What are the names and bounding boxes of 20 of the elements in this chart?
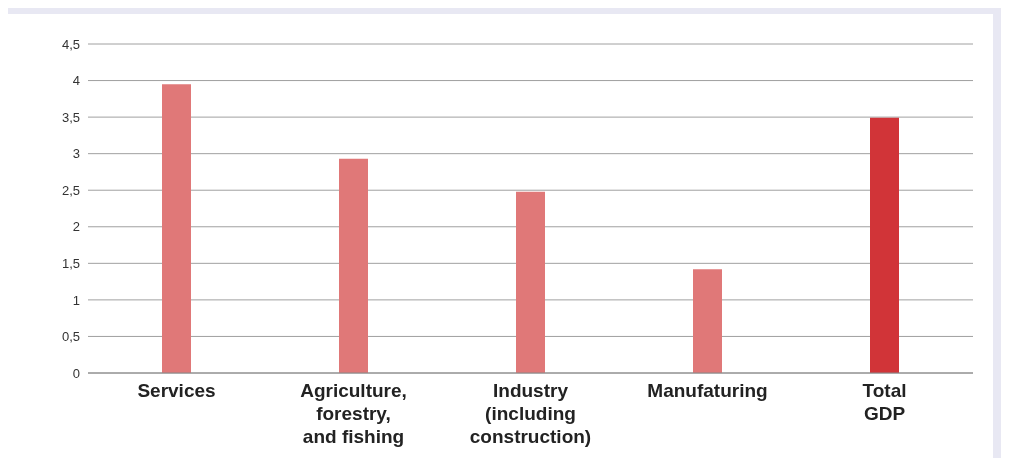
x-tick-label: Industry (including construction): [469, 380, 592, 447]
y-tick-label: 0,5: [61, 329, 80, 345]
x-tick-label: Services: [137, 380, 216, 401]
y-tick-label: 3: [72, 146, 80, 162]
bar: [516, 191, 545, 373]
y-tick-label: 4: [72, 73, 80, 89]
bar: [870, 117, 899, 373]
y-tick-label: 4,5: [61, 36, 80, 52]
y-tick-label: 3,5: [61, 109, 80, 125]
x-tick-label: Total GDP: [862, 380, 907, 424]
bar: [693, 269, 722, 373]
y-tick-label: 1: [72, 292, 80, 308]
bar: [339, 158, 368, 373]
y-tick-label: 1,5: [61, 255, 80, 271]
x-tick-label: Agriculture, forestry, and fishing: [300, 380, 407, 447]
y-tick-label: 2,5: [61, 182, 80, 198]
bar: [162, 84, 191, 373]
x-tick-label: Manufaturing: [647, 380, 768, 401]
y-tick-label: 0: [72, 365, 80, 381]
y-tick-label: 2: [72, 219, 80, 235]
